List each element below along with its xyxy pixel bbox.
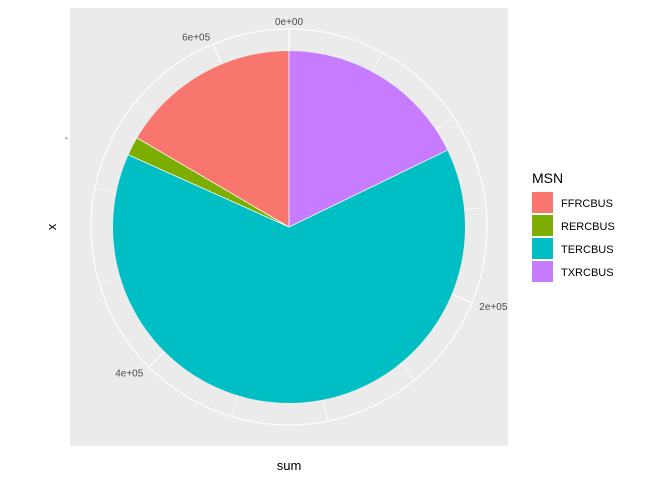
legend-key-ffrcbus (532, 192, 553, 213)
legend-label-ffrcbus: FFRCBUS (561, 198, 613, 210)
slice-border (288, 149, 448, 228)
pie-slice-ffrcbus (137, 51, 289, 227)
legend-label-txrcbus: TXRCBUS (561, 267, 614, 279)
legend-label-tercbus: TERCBUS (561, 244, 614, 256)
legend-key-tercbus (532, 238, 553, 259)
legend-key-txrcbus (532, 261, 553, 282)
legend: MSN FFRCBUS RERCBUS TERCBUS TXRCBUS (532, 170, 615, 282)
legend-items: FFRCBUS RERCBUS TERCBUS TXRCBUS (532, 192, 615, 282)
x-axis-title: sum (277, 458, 302, 473)
theta-tick-label: 6e+05 (182, 33, 211, 44)
theta-tick-labels: 0e+00 2e+05 4e+05 6e+05 (115, 17, 508, 380)
pie-slice-rercbus (128, 138, 289, 227)
theta-tick-label: 4e+05 (115, 369, 144, 380)
slice-border (128, 154, 290, 228)
theta-tick-label: 2e+05 (479, 302, 508, 313)
legend-label-rercbus: RERCBUS (561, 221, 615, 233)
slice-border (136, 137, 290, 228)
pie-slice-txrcbus (289, 51, 448, 227)
legend-title: MSN (532, 170, 563, 186)
pie-slice-tercbus (113, 150, 466, 403)
y-axis-tick-label: - (65, 133, 68, 144)
theta-tick-label: 0e+00 (275, 17, 304, 28)
legend-key-rercbus (532, 215, 553, 236)
y-axis-title: x (44, 223, 59, 230)
pie-slices (113, 51, 466, 403)
